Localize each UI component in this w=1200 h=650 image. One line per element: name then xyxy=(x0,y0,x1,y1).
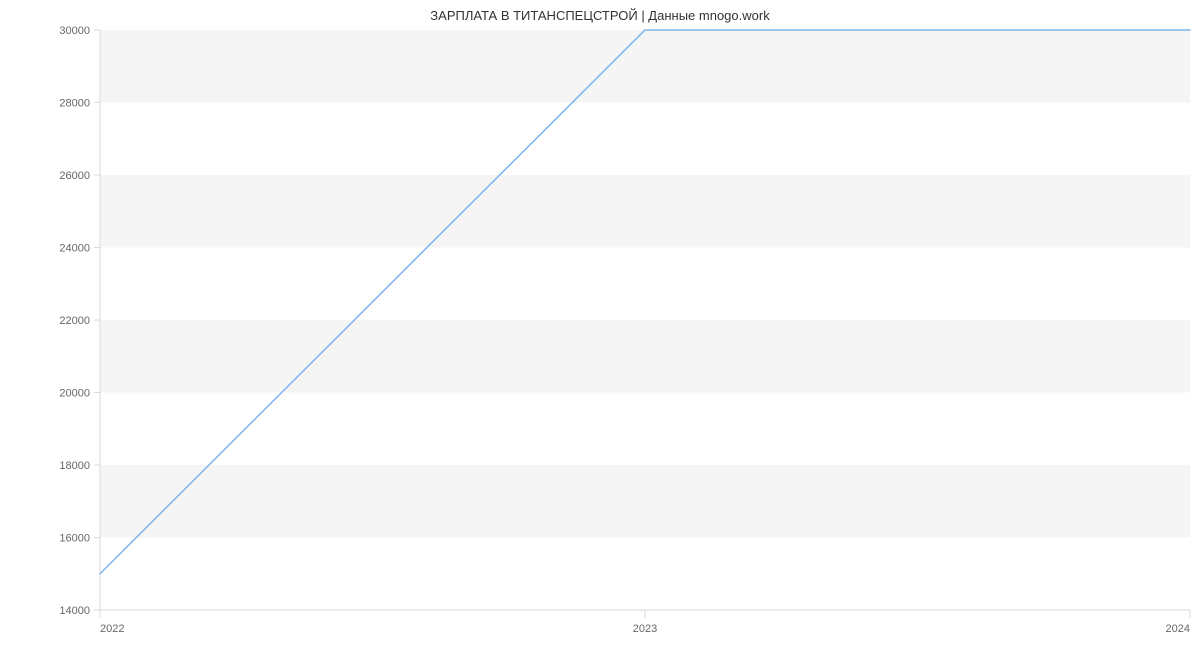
y-tick-label: 14000 xyxy=(59,605,90,617)
chart-svg: 14000 16000 18000 20000 22000 24000 26000 28000… xyxy=(0,0,1200,650)
y-tick-label: 16000 xyxy=(59,533,90,545)
grid-band xyxy=(100,538,1190,611)
grid-band xyxy=(100,465,1190,538)
y-tick-label: 30000 xyxy=(59,25,90,37)
grid-band xyxy=(100,103,1190,176)
grid-band xyxy=(100,320,1190,393)
y-tick-label: 20000 xyxy=(59,388,90,400)
y-tick-label: 26000 xyxy=(59,170,90,182)
y-tick-label: 28000 xyxy=(59,98,90,110)
y-tick-label: 24000 xyxy=(59,243,90,255)
grid-band xyxy=(100,248,1190,321)
x-tick-label: 2024 xyxy=(1166,623,1190,635)
grid-band xyxy=(100,175,1190,248)
grid-band xyxy=(100,393,1190,466)
x-tick-label: 2023 xyxy=(633,623,657,635)
x-tick-label: 2022 xyxy=(100,623,124,635)
grid-band xyxy=(100,30,1190,103)
salary-chart: ЗАРПЛАТА В ТИТАНСПЕЦСТРОЙ | Данные mnogo… xyxy=(0,0,1200,650)
y-tick-label: 18000 xyxy=(59,460,90,472)
y-tick-label: 22000 xyxy=(59,315,90,327)
